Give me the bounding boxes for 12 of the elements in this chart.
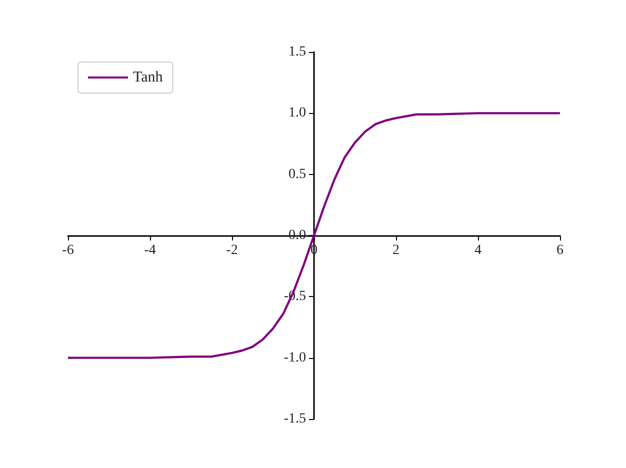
legend-label: Tanh — [133, 70, 164, 86]
x-tick-label: 4 — [474, 243, 482, 258]
x-tick-label: -6 — [62, 243, 74, 258]
y-tick-label: 1.0 — [288, 106, 306, 121]
y-tick-label: 0.5 — [288, 166, 306, 182]
y-tick-label: 1.5 — [288, 44, 306, 60]
x-tick-label: 6 — [556, 243, 564, 258]
y-tick-label: -1.0 — [284, 350, 306, 366]
x-tick-label: -2 — [226, 243, 238, 258]
y-tick-label: -1.5 — [284, 412, 306, 426]
x-tick-label: 2 — [392, 243, 400, 258]
x-tick-label: -4 — [144, 243, 156, 258]
